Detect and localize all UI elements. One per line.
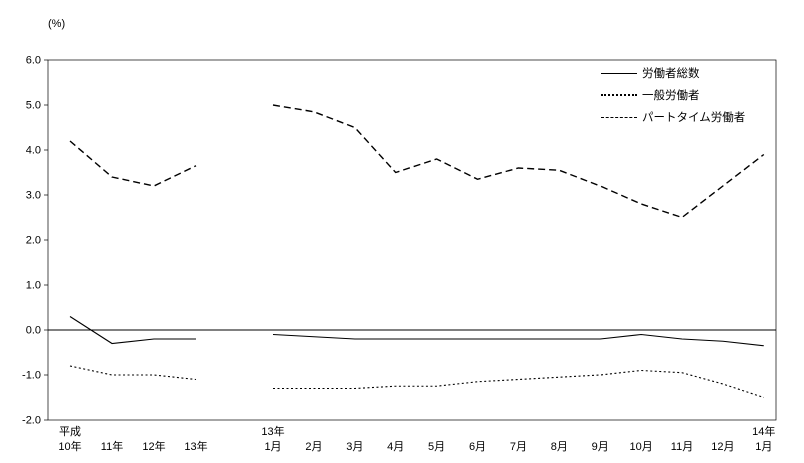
x-axis-tick-label: 5月 bbox=[428, 441, 445, 453]
x-axis-tick-label: 10年 bbox=[58, 439, 81, 453]
series-line-solid-monthly bbox=[272, 333, 764, 347]
x-axis-tick-label: 1月 bbox=[264, 441, 281, 453]
x-axis-tick-label: 9月 bbox=[592, 441, 609, 453]
x-axis-tick-label: 7月 bbox=[510, 441, 527, 453]
y-axis-tick-label: -2.0 bbox=[22, 415, 41, 427]
y-axis-tick-label: 2.0 bbox=[26, 235, 41, 247]
y-axis-tick-label: 5.0 bbox=[26, 100, 41, 112]
y-axis-tick-label: -1.0 bbox=[22, 370, 41, 382]
x-axis-tick-label: 11年 bbox=[101, 439, 123, 453]
y-axis-tick-label: 4.0 bbox=[26, 145, 41, 157]
x-axis-year-label: 平成 bbox=[59, 425, 81, 438]
legend-label-parttime-workers: パートタイム労働者 bbox=[642, 112, 746, 124]
x-axis-tick-label: 13年 bbox=[184, 439, 207, 453]
legend-item-total-workers: 労働者総数 bbox=[601, 62, 745, 84]
legend: 労働者総数 一般労働者 パートタイム労働者 bbox=[601, 62, 745, 128]
y-axis-tick-label: 6.0 bbox=[26, 55, 41, 67]
series-line-dotted-annual bbox=[69, 365, 197, 381]
x-axis-tick-label: 4月 bbox=[387, 441, 404, 453]
x-axis-tick-label: 12年 bbox=[142, 439, 165, 453]
y-axis-tick-label: 0.0 bbox=[26, 325, 41, 337]
dashed-line-icon bbox=[601, 116, 637, 118]
legend-label-general-workers: 一般労働者 bbox=[642, 90, 700, 102]
x-axis-tick-label: 3月 bbox=[346, 441, 363, 453]
x-axis-tick-label: 6月 bbox=[469, 441, 486, 453]
legend-label-total-workers: 労働者総数 bbox=[642, 68, 700, 80]
series-line-dashed-annual bbox=[69, 140, 197, 187]
series-line-dotted-monthly bbox=[273, 369, 764, 399]
x-axis-tick-label: 8月 bbox=[551, 441, 568, 453]
y-axis-tick-label: 1.0 bbox=[26, 280, 41, 292]
legend-item-parttime-workers: パートタイム労働者 bbox=[601, 106, 745, 128]
y-axis-unit-label: (%) bbox=[48, 18, 66, 30]
x-axis-tick-label: 12月 bbox=[711, 441, 734, 453]
y-axis-tick-label: 3.0 bbox=[26, 190, 41, 202]
series-line-solid-annual bbox=[69, 316, 196, 345]
series-line-dashed-monthly bbox=[272, 104, 765, 219]
solid-line-icon bbox=[601, 72, 637, 74]
legend-item-general-workers: 一般労働者 bbox=[601, 84, 745, 106]
x-axis-tick-label: 11月 bbox=[671, 441, 693, 453]
x-axis-year-label: 13年 bbox=[261, 424, 284, 438]
dotted-line-icon bbox=[601, 94, 637, 96]
x-axis-tick-label: 2月 bbox=[305, 441, 322, 453]
x-axis-tick-label: 10月 bbox=[629, 441, 652, 453]
x-axis-year-label: 14年 bbox=[752, 424, 775, 438]
x-axis-tick-label: 1月 bbox=[755, 441, 772, 453]
